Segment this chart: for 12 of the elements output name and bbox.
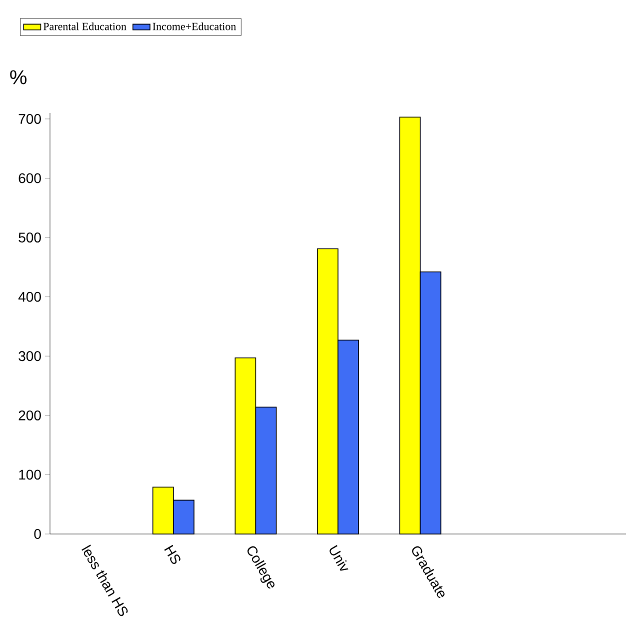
y-axis-title: % xyxy=(10,70,26,84)
y-tick-label: 300 xyxy=(18,351,41,362)
y-tick-label: 500 xyxy=(18,232,41,242)
y-tick-label: 200 xyxy=(18,410,41,420)
legend-label: Income+Education xyxy=(152,22,236,30)
legend-label: Parental Education xyxy=(43,22,126,30)
x-tick-label: HS xyxy=(164,544,180,564)
y-tick-label: 0 xyxy=(34,529,41,539)
y-tick-label: 100 xyxy=(19,470,41,480)
y-tick-label: 600 xyxy=(18,173,41,184)
y-tick-label: 400 xyxy=(18,292,41,302)
y-tick-label: 700 xyxy=(18,114,41,124)
